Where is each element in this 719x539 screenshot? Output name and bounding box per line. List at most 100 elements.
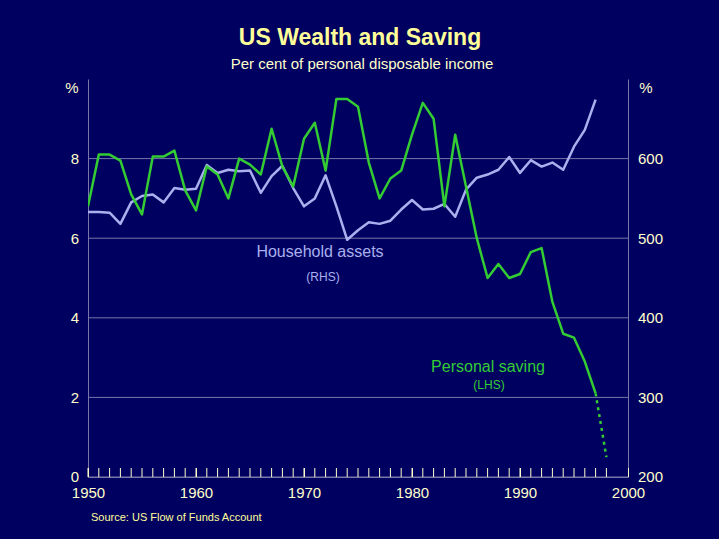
minor-tick	[574, 468, 575, 477]
minor-tick	[260, 468, 261, 477]
grid-line	[88, 238, 628, 239]
minor-tick	[498, 468, 499, 477]
minor-tick	[271, 468, 272, 477]
minor-tick	[520, 468, 521, 477]
y2-axis: 200300400500600	[628, 80, 663, 486]
tick-label: 1950	[72, 484, 105, 501]
tick-mark	[196, 468, 197, 477]
minor-tick	[347, 468, 348, 477]
minor-tick	[304, 468, 305, 477]
grid-line	[88, 317, 628, 318]
tick-label: 400	[638, 309, 663, 326]
series-line	[88, 100, 596, 240]
grid-line	[88, 158, 628, 159]
tick-label: 1970	[288, 484, 321, 501]
minor-tick	[552, 468, 553, 477]
tick-label: 4	[71, 309, 79, 326]
tick-label: 500	[638, 230, 663, 247]
annotation: (RHS)	[306, 270, 339, 284]
minor-tick	[239, 468, 240, 477]
minor-tick	[217, 468, 218, 477]
grid-line	[88, 397, 628, 398]
source-note: Source: US Flow of Funds Account	[91, 511, 262, 523]
minor-tick	[509, 468, 510, 477]
minor-tick	[250, 468, 251, 477]
tick-label: 600	[638, 150, 663, 167]
y2-axis-title: %	[639, 79, 652, 96]
tick: 4	[71, 309, 88, 326]
minor-tick	[98, 468, 99, 477]
minor-tick	[314, 468, 315, 477]
minor-tick	[390, 468, 391, 477]
minor-tick	[563, 468, 564, 477]
minor-tick	[584, 468, 585, 477]
tick-mark	[88, 468, 89, 477]
series-label: Personal saving	[431, 358, 545, 375]
tick-mark	[412, 468, 413, 477]
tick: 6	[71, 230, 88, 247]
tick-mark	[520, 468, 521, 477]
minor-tick	[595, 468, 596, 477]
x-minor-ticks	[88, 468, 606, 477]
minor-tick	[336, 468, 337, 477]
series-label: Household assets	[256, 243, 383, 260]
minor-tick	[422, 468, 423, 477]
axis-line	[628, 80, 629, 478]
minor-tick	[455, 468, 456, 477]
minor-tick	[196, 468, 197, 477]
minor-tick	[358, 468, 359, 477]
minor-tick	[293, 468, 294, 477]
y-axis-title: %	[65, 79, 78, 96]
tick-mark	[304, 468, 305, 477]
chart-container: US Wealth and Saving Per cent of personal…	[0, 0, 719, 539]
tick: 400	[628, 309, 663, 326]
tick: 1990	[504, 468, 537, 501]
minor-tick	[412, 468, 413, 477]
title: US Wealth and Saving	[239, 24, 481, 50]
minor-tick	[368, 468, 369, 477]
tick-label: 6	[71, 230, 79, 247]
y-axis: 02468	[71, 80, 89, 486]
tick-label: 2000	[612, 484, 645, 501]
minor-tick	[476, 468, 477, 477]
minor-tick	[379, 468, 380, 477]
x-axis: 195019601970198019902000	[72, 468, 645, 501]
tick: 8	[71, 150, 88, 167]
tick-label: 300	[638, 389, 663, 406]
tick: 1970	[288, 468, 321, 501]
tick-mark	[628, 468, 629, 477]
tick-label: 1960	[180, 484, 213, 501]
chart-svg: US Wealth and Saving Per cent of personal…	[0, 0, 719, 539]
tick-label: 2	[71, 389, 79, 406]
minor-tick	[282, 468, 283, 477]
minor-tick	[131, 468, 132, 477]
minor-tick	[174, 468, 175, 477]
grid	[88, 159, 628, 477]
minor-tick	[152, 468, 153, 477]
minor-tick	[541, 468, 542, 477]
minor-tick	[433, 468, 434, 477]
tick: 2	[71, 389, 88, 406]
tick-label: 1990	[504, 484, 537, 501]
minor-tick	[606, 468, 607, 477]
tick: 2000	[612, 468, 645, 501]
minor-tick	[228, 468, 229, 477]
series-line	[88, 99, 596, 394]
tick: 500	[628, 230, 663, 247]
annotation: (LHS)	[473, 378, 504, 392]
tick: 1960	[180, 468, 213, 501]
minor-tick	[466, 468, 467, 477]
tick: 300	[628, 389, 663, 406]
tick: 600	[628, 150, 663, 167]
background	[0, 0, 719, 539]
minor-tick	[109, 468, 110, 477]
tick-label: 8	[71, 150, 79, 167]
minor-tick	[88, 468, 89, 477]
minor-tick	[487, 468, 488, 477]
minor-tick	[444, 468, 445, 477]
plot-area	[88, 99, 606, 457]
subtitle: Per cent of personal disposable income	[231, 55, 494, 72]
series-line	[596, 393, 607, 457]
minor-tick	[142, 468, 143, 477]
minor-tick	[120, 468, 121, 477]
